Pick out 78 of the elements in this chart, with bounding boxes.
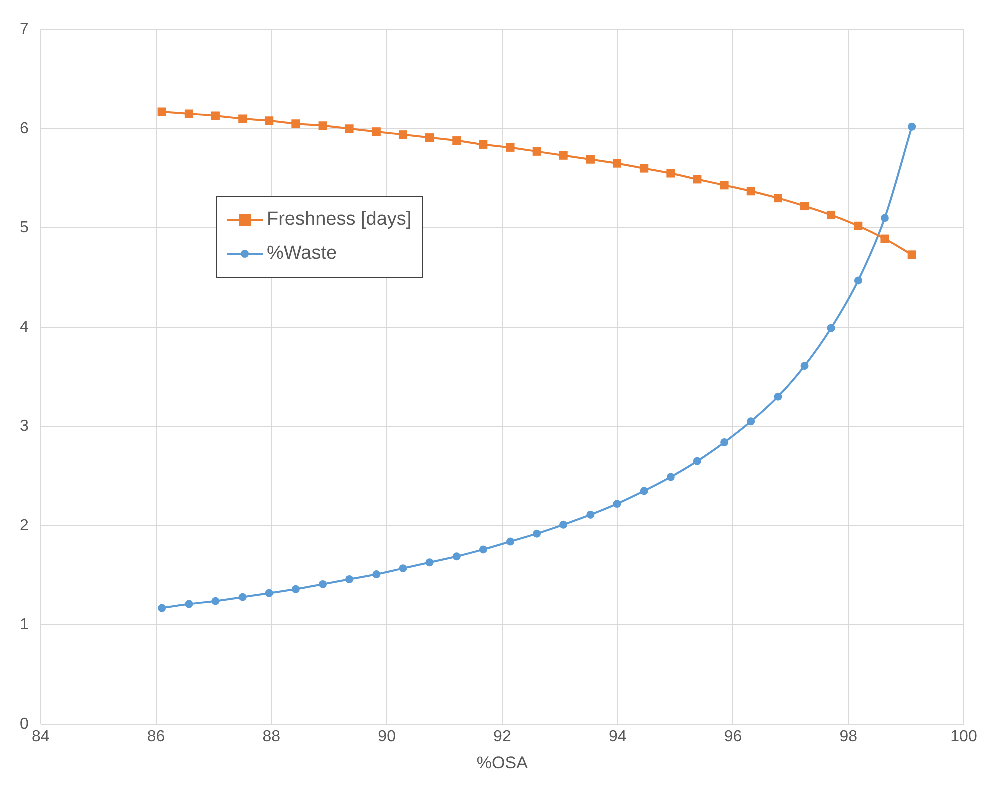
x-tick-label: 94 bbox=[608, 728, 627, 746]
x-axis-title: %OSA bbox=[476, 753, 529, 772]
point bbox=[292, 120, 300, 128]
point bbox=[506, 538, 515, 546]
point bbox=[827, 324, 836, 332]
point bbox=[827, 210, 836, 220]
legend-label: Freshness [days] bbox=[267, 209, 412, 231]
point bbox=[532, 147, 542, 156]
point bbox=[880, 234, 890, 244]
point bbox=[586, 510, 595, 519]
point bbox=[640, 164, 649, 173]
point bbox=[746, 187, 756, 196]
x-tick-label: 96 bbox=[724, 728, 742, 746]
point bbox=[345, 124, 354, 134]
y-tick-label: 0 bbox=[20, 716, 29, 733]
point bbox=[265, 589, 274, 598]
y-tick-label: 3 bbox=[20, 418, 29, 436]
point bbox=[372, 128, 381, 136]
point bbox=[399, 564, 408, 573]
point bbox=[880, 214, 889, 222]
point bbox=[533, 530, 542, 538]
point bbox=[158, 604, 166, 612]
point bbox=[800, 202, 810, 211]
y-tick-label: 5 bbox=[20, 220, 29, 237]
point bbox=[238, 114, 248, 124]
y-tick-label: 7 bbox=[20, 21, 29, 38]
point bbox=[854, 276, 862, 285]
point bbox=[613, 159, 622, 168]
point bbox=[613, 500, 622, 508]
point bbox=[559, 151, 568, 160]
point bbox=[908, 122, 916, 131]
point bbox=[693, 457, 702, 466]
legend-label: %Waste bbox=[267, 243, 338, 265]
point bbox=[398, 130, 408, 140]
point bbox=[319, 580, 328, 588]
point bbox=[640, 487, 648, 496]
point bbox=[800, 362, 809, 370]
point bbox=[854, 222, 863, 230]
point bbox=[212, 597, 220, 606]
y-tick-label: 6 bbox=[20, 120, 29, 138]
x-tick-label: 84 bbox=[32, 728, 50, 746]
point bbox=[586, 155, 595, 164]
point bbox=[426, 558, 434, 567]
point bbox=[185, 600, 194, 608]
point bbox=[372, 570, 381, 579]
y-tick-label: 2 bbox=[20, 517, 29, 534]
x-tick-label: 92 bbox=[494, 728, 512, 746]
point bbox=[452, 136, 462, 146]
point bbox=[479, 546, 488, 554]
x-tick-label: 90 bbox=[378, 728, 396, 746]
point bbox=[666, 473, 675, 482]
y-tick-label: 4 bbox=[20, 318, 29, 336]
point bbox=[346, 575, 354, 584]
point bbox=[774, 194, 782, 203]
point bbox=[292, 585, 300, 594]
point bbox=[479, 140, 488, 149]
point bbox=[238, 593, 247, 602]
point bbox=[720, 438, 729, 447]
point bbox=[666, 169, 676, 178]
point bbox=[506, 143, 515, 152]
point bbox=[265, 116, 274, 126]
x-tick-label: 100 bbox=[950, 728, 978, 746]
x-tick-label: 86 bbox=[147, 728, 166, 746]
point bbox=[158, 108, 166, 116]
x-tick-label: 98 bbox=[840, 728, 858, 746]
point bbox=[908, 250, 916, 260]
x-tick-label: 88 bbox=[262, 728, 281, 746]
point bbox=[747, 418, 756, 426]
y-tick-label: 1 bbox=[20, 616, 29, 634]
point bbox=[184, 110, 194, 118]
point bbox=[318, 122, 328, 130]
point bbox=[774, 392, 782, 401]
point bbox=[720, 181, 729, 190]
point bbox=[452, 552, 461, 561]
point bbox=[560, 520, 568, 529]
point bbox=[426, 134, 434, 142]
point bbox=[693, 175, 702, 184]
point bbox=[211, 112, 220, 120]
